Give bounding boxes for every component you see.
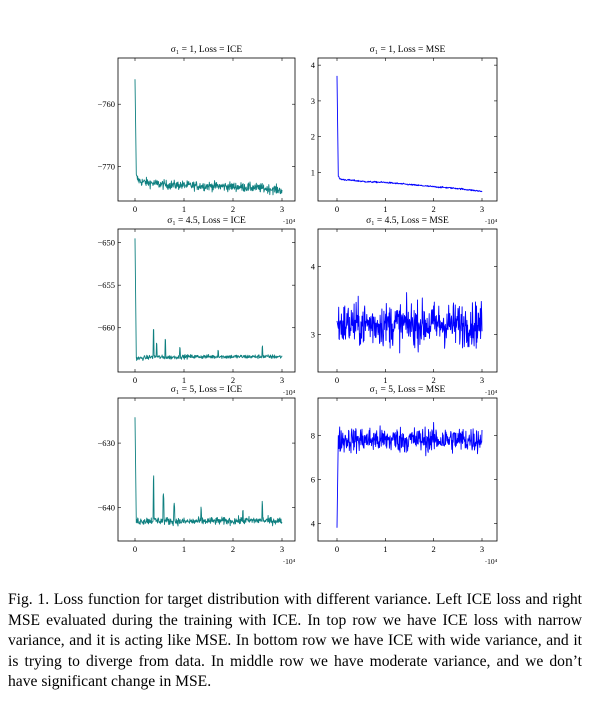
x-tick-label: 1 (383, 204, 387, 214)
axes-frame (317, 57, 498, 202)
x-tick-label: 2 (432, 544, 436, 554)
x-tick-label: 2 (432, 375, 436, 385)
x-exponent-label: ·10⁴ (283, 557, 296, 566)
x-tick-label: 0 (335, 375, 339, 385)
panel-title: σ₁ = 4.5, Loss = MSE (366, 216, 449, 226)
axes-frame (117, 397, 296, 542)
x-tick-label: 2 (432, 204, 436, 214)
panel-1: σ₁ = 1, Loss = ICE 0 1 2 3 ·10⁴ −770 −760 (97, 45, 295, 226)
x-tick-label: 3 (280, 204, 284, 214)
x-tick-label: 0 (335, 204, 339, 214)
x-exponent-label: ·10⁴ (283, 217, 296, 226)
panel-title: σ₁ = 4.5, Loss = ICE (167, 216, 246, 226)
panel-title: σ₁ = 5, Loss = ICE (171, 385, 243, 395)
axes-frame (317, 228, 498, 373)
y-tick-label: 4 (311, 60, 316, 70)
y-tick-label: −660 (97, 323, 115, 333)
panel-title: σ₁ = 1, Loss = MSE (370, 45, 446, 55)
y-tick-label: 6 (311, 474, 315, 484)
y-tick-label: −630 (97, 438, 115, 448)
series-line (134, 238, 283, 361)
series-line (336, 421, 483, 528)
figure-caption: Fig. 1. Loss function for target distrib… (8, 591, 582, 691)
axes-frame (117, 57, 296, 202)
x-tick-label: 1 (182, 375, 186, 385)
y-tick-label: −770 (97, 162, 115, 172)
y-tick-label: 4 (311, 518, 316, 528)
y-tick-label: 3 (311, 330, 315, 340)
x-tick-label: 3 (280, 544, 284, 554)
x-exponent-label: ·10⁴ (485, 217, 498, 226)
x-tick-label: 0 (133, 375, 137, 385)
panel-5: σ₁ = 5, Loss = ICE 0 1 2 3 ·10⁴ −640 −630 (97, 385, 295, 566)
axes-frame (317, 397, 498, 542)
panel-title: σ₁ = 5, Loss = MSE (370, 385, 446, 395)
series-line (134, 417, 283, 527)
x-tick-label: 2 (231, 204, 235, 214)
y-tick-label: −650 (97, 238, 115, 248)
x-tick-label: 1 (383, 375, 387, 385)
panel-title: σ₁ = 1, Loss = ICE (171, 45, 243, 55)
y-tick-label: −760 (97, 99, 115, 109)
x-tick-label: 3 (480, 375, 484, 385)
y-tick-label: −640 (97, 503, 115, 513)
x-tick-label: 3 (280, 375, 284, 385)
x-tick-label: 0 (335, 544, 339, 554)
y-tick-label: 8 (311, 430, 315, 440)
series-line (336, 75, 483, 193)
x-exponent-label: ·10⁴ (485, 557, 498, 566)
x-exponent-label: ·10⁴ (485, 388, 498, 397)
y-tick-label: 3 (311, 96, 315, 106)
x-tick-label: 0 (133, 544, 137, 554)
series-line (336, 292, 483, 354)
y-tick-label: −655 (97, 280, 115, 290)
x-tick-label: 2 (231, 544, 235, 554)
x-tick-label: 0 (133, 204, 137, 214)
x-tick-label: 1 (182, 204, 186, 214)
y-tick-label: 4 (311, 261, 316, 271)
x-tick-label: 1 (383, 544, 387, 554)
x-tick-label: 3 (480, 544, 484, 554)
x-tick-label: 2 (231, 375, 235, 385)
y-tick-label: 2 (311, 132, 315, 142)
x-tick-label: 1 (182, 544, 186, 554)
x-tick-label: 3 (480, 204, 484, 214)
panel-3: σ₁ = 4.5, Loss = ICE 0 1 2 3 ·10⁴ −660 −655 −650 (97, 216, 295, 397)
axes-frame (117, 228, 296, 373)
x-exponent-label: ·10⁴ (283, 388, 296, 397)
series-line (134, 79, 283, 196)
y-tick-label: 1 (311, 167, 315, 177)
